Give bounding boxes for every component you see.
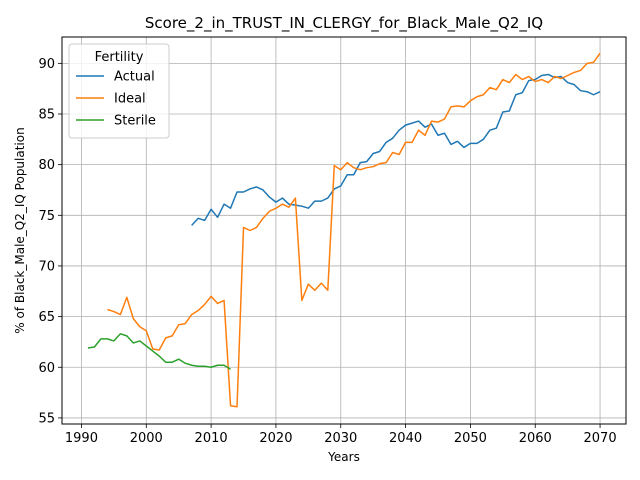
series-lines: [87, 52, 601, 408]
chart-title: Score_2_in_TRUST_IN_CLERGY_for_Black_Mal…: [145, 14, 543, 33]
plot-frame: [61, 36, 627, 425]
x-tick-label: 2050: [454, 431, 487, 446]
legend-label-sterile: Sterile: [114, 114, 156, 129]
y-tick-label: 85: [38, 107, 55, 122]
x-tick-label: 2020: [259, 431, 292, 446]
series-line-actual: [191, 73, 601, 226]
y-tick-label: 60: [38, 361, 55, 376]
x-tick-label: 2070: [584, 431, 617, 446]
legend-label-ideal: Ideal: [114, 92, 146, 107]
y-tick-label: 65: [38, 310, 55, 325]
y-tick-label: 90: [38, 57, 55, 72]
y-tick-label: 70: [38, 259, 55, 274]
legend-entries: Actual Ideal Sterile: [76, 70, 156, 129]
y-tick-label: 80: [38, 158, 55, 173]
series-line-ideal: [107, 52, 601, 408]
legend-box: [68, 43, 170, 139]
grid: [62, 37, 626, 424]
axis-ticks: 1990 2000 2010 2020 2030 2040 2050 2060 2070 55 60…: [38, 57, 616, 446]
legend: Fertility Actual Ideal Sterile: [68, 43, 170, 139]
x-tick-label: 2040: [389, 431, 422, 446]
x-tick-label: 2030: [324, 431, 357, 446]
series-line-sterile: [87, 333, 231, 370]
y-tick-label: 75: [38, 209, 55, 224]
legend-title: Fertility: [95, 50, 144, 65]
x-tick-label: 2010: [195, 431, 228, 446]
x-tick-label: 1990: [65, 431, 98, 446]
legend-label-actual: Actual: [114, 70, 155, 85]
x-axis-title: Years: [327, 450, 360, 464]
x-tick-label: 2000: [130, 431, 163, 446]
y-axis-title: % of Black_Male_Q2_IQ Population: [13, 127, 27, 333]
y-tick-label: 55: [38, 411, 55, 426]
x-tick-label: 2060: [519, 431, 552, 446]
